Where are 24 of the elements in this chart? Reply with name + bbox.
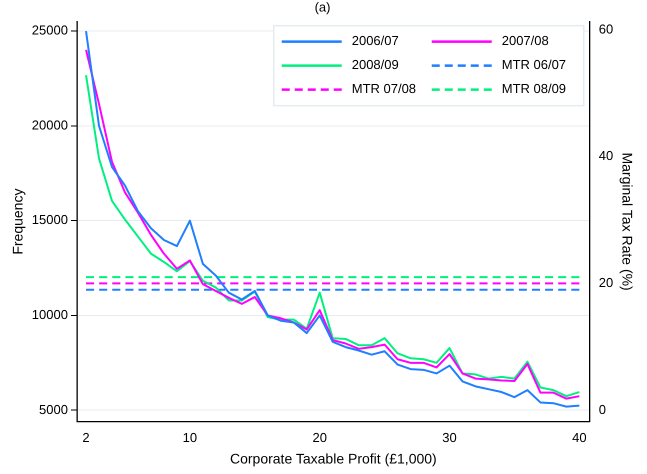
x-tick-label: 30 bbox=[442, 430, 457, 445]
y2-tick-label: 60 bbox=[598, 21, 614, 36]
y2-tick-label: 0 bbox=[598, 402, 606, 417]
x-axis-title: Corporate Taxable Profit (£1,000) bbox=[230, 450, 437, 466]
x-tick-label: 10 bbox=[182, 430, 198, 445]
x-tick-label: 40 bbox=[572, 430, 587, 445]
x-tick-label: 2 bbox=[82, 430, 90, 445]
y-tick-label: 25000 bbox=[32, 22, 68, 38]
x-tick-label: 20 bbox=[312, 430, 327, 445]
legend-label: 2007/08 bbox=[502, 33, 549, 48]
y2-tick-label: 40 bbox=[598, 148, 614, 164]
legend-label: MTR 08/09 bbox=[502, 81, 566, 96]
chart-title: (a) bbox=[314, 0, 330, 14]
y-tick-label: 15000 bbox=[32, 212, 68, 228]
legend-label: MTR 07/08 bbox=[352, 81, 416, 96]
y-tick-label: 10000 bbox=[32, 307, 68, 322]
y2-tick-label: 20 bbox=[598, 274, 614, 290]
y-tick-label: 20000 bbox=[32, 117, 68, 132]
legend-label: 2008/09 bbox=[352, 57, 399, 72]
y2-axis-title: Marginal Tax Rate (%) bbox=[620, 152, 636, 291]
y-axis-title: Frequency bbox=[9, 188, 26, 255]
legend-label: MTR 06/07 bbox=[502, 57, 566, 72]
y-tick-label: 5000 bbox=[39, 402, 68, 417]
legend-label: 2006/07 bbox=[352, 33, 399, 48]
